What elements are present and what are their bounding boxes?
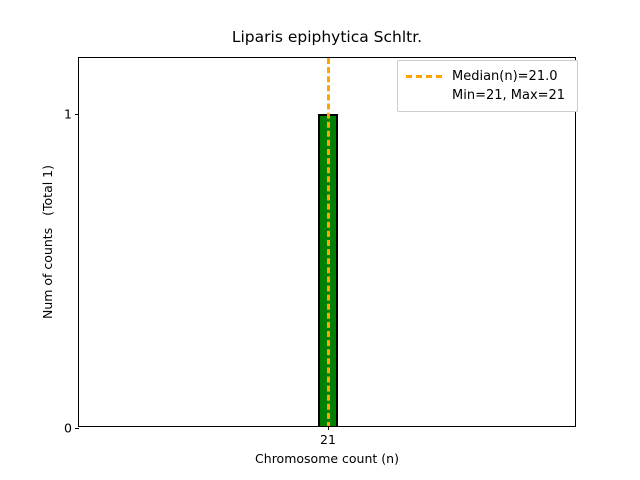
y-tick-mark (75, 114, 79, 116)
y-tick-label: 0 (64, 420, 72, 436)
x-axis-label: Chromosome count (n) (255, 451, 399, 466)
median-line (326, 58, 330, 426)
plot-area: 0 1 21 (64, 57, 576, 447)
y-axis-label: Num of counts (Total 1) (40, 164, 55, 320)
legend-entry-median: Median(n)=21.0 (406, 67, 569, 86)
legend-entry-label: Min=21, Max=21 (452, 88, 566, 103)
x-tick-label: 21 (320, 432, 336, 447)
chart-title: Liparis epiphytica Schltr. (231, 28, 423, 46)
legend-entry-label: Median(n)=21.0 (452, 69, 558, 84)
y-tick-label: 1 (64, 106, 72, 122)
plot-inner (79, 58, 575, 426)
y-tick-mark (75, 428, 79, 429)
x-tick-mark (328, 426, 329, 430)
legend-box: Median(n)=21.0 Min=21, Max=21 (397, 60, 578, 112)
legend-entry-minmax: Min=21, Max=21 (406, 86, 569, 105)
legend-dashed-line-icon (406, 75, 442, 78)
